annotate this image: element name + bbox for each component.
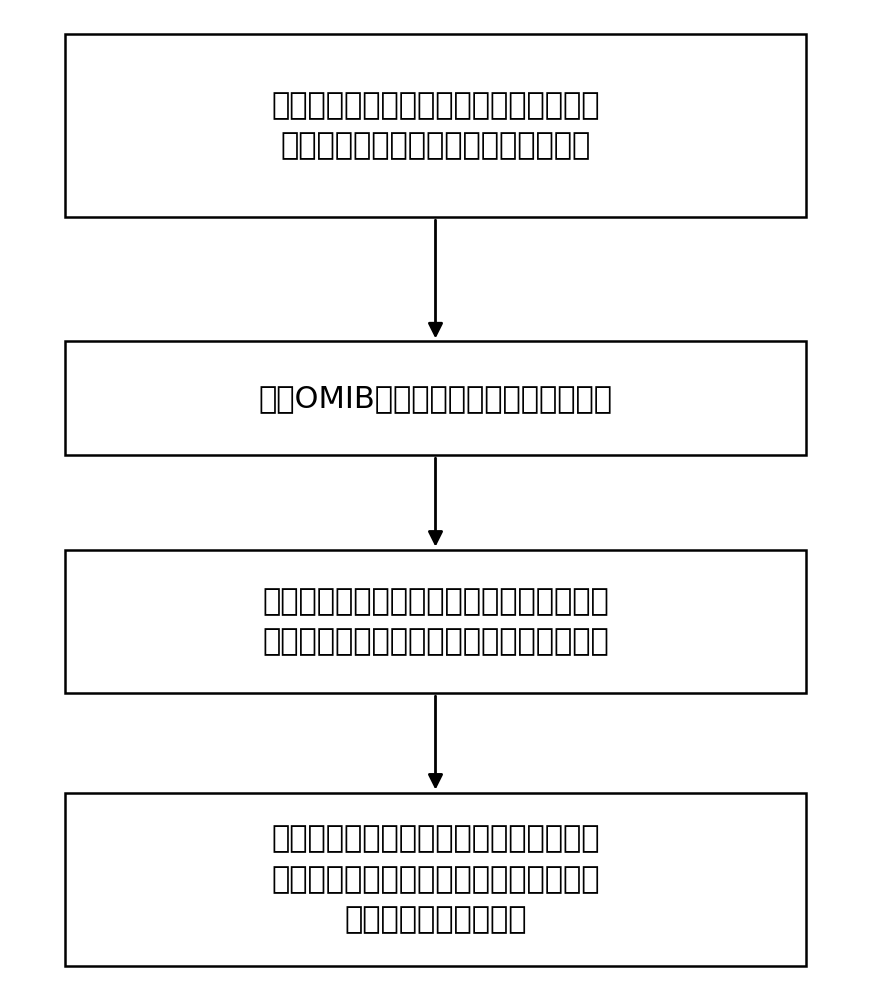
Text: 根据风电并网系统暂态功角第二摆失稳的充
分条件和必要条件对第二摆稳定性进行判断: 根据风电并网系统暂态功角第二摆失稳的充 分条件和必要条件对第二摆稳定性进行判断 [262,587,609,656]
FancyBboxPatch shape [64,341,807,455]
Text: 利用OMIB模型对实际电网数据进行计算: 利用OMIB模型对实际电网数据进行计算 [259,384,612,413]
FancyBboxPatch shape [64,793,807,966]
Text: 构建适用于含风电多机系统暂态功角稳定
性定量分析的等值单机无穷大系统模型: 构建适用于含风电多机系统暂态功角稳定 性定量分析的等值单机无穷大系统模型 [271,91,600,160]
Text: 分析风电并网系统中功角第二摆稳定性与
第一摆稳定性的关系，从整体上判断系统
暂态功角前两摆稳定性: 分析风电并网系统中功角第二摆稳定性与 第一摆稳定性的关系，从整体上判断系统 暂态… [271,824,600,934]
FancyBboxPatch shape [64,34,807,217]
FancyBboxPatch shape [64,550,807,693]
